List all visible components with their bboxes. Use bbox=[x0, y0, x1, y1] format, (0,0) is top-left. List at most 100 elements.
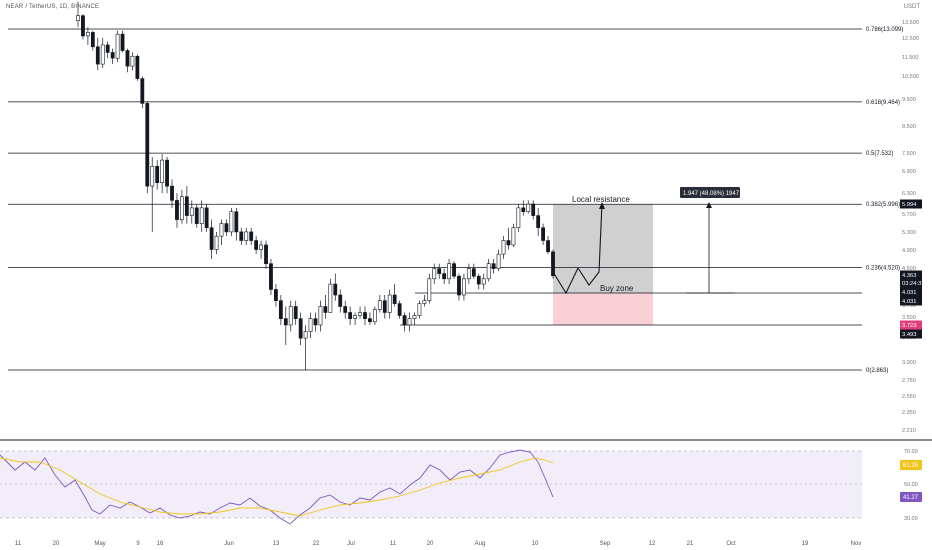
price-tag-bg bbox=[900, 296, 922, 306]
candle bbox=[293, 300, 298, 325]
candle bbox=[249, 227, 254, 245]
candle bbox=[303, 324, 308, 371]
candle bbox=[115, 30, 120, 63]
price-tick: 3.000 bbox=[902, 360, 916, 366]
measure-label-bg bbox=[680, 187, 740, 198]
time-tick: 11 bbox=[390, 541, 397, 547]
candle bbox=[442, 268, 447, 285]
candle bbox=[194, 204, 199, 228]
candle bbox=[288, 300, 293, 332]
rsi-sma-line bbox=[0, 457, 554, 517]
rsi-tick: 30.00 bbox=[904, 516, 918, 522]
price-tags: 5.994 4.363 03:24:37 4.031 4.031 3.723 3.493 bbox=[900, 199, 925, 339]
candle bbox=[180, 189, 184, 224]
candle bbox=[407, 312, 412, 332]
projection-path bbox=[552, 202, 605, 295]
price-tag: 3.723 bbox=[902, 323, 917, 329]
candle bbox=[496, 249, 501, 272]
candle bbox=[100, 37, 105, 69]
candle bbox=[259, 240, 263, 259]
candle bbox=[140, 76, 145, 109]
rsi-overbought-band bbox=[0, 451, 862, 518]
measure-label: 1.947 (48.08%) 1947 bbox=[683, 191, 740, 197]
candles bbox=[76, 1, 555, 371]
candle bbox=[328, 278, 333, 313]
price-tag-bg bbox=[900, 278, 922, 288]
candle bbox=[209, 219, 214, 259]
time-tick: 19 bbox=[802, 541, 809, 547]
fib-levels: 0.786(13.099) 0.618(9.464) 0.5(7.532) 0.382… bbox=[8, 27, 903, 374]
time-tick: 22 bbox=[313, 541, 320, 547]
candle bbox=[526, 200, 531, 214]
candle bbox=[382, 295, 387, 319]
candle bbox=[278, 295, 283, 325]
candle bbox=[224, 219, 229, 237]
price-tick: 11.500 bbox=[902, 55, 918, 61]
price-tag: 5.994 bbox=[902, 202, 917, 208]
candle bbox=[135, 54, 140, 81]
time-axis[interactable]: 11 20 May 9 16 Jun 13 22 Jul 11 20 Aug 10 Sep 12 21 Oct 1… bbox=[15, 541, 861, 547]
candle bbox=[427, 273, 432, 304]
target-zone bbox=[553, 204, 653, 293]
candle bbox=[452, 261, 456, 279]
price-tag: 03:24:37 bbox=[902, 281, 925, 287]
candle bbox=[318, 300, 323, 332]
candle bbox=[457, 273, 461, 301]
candle bbox=[184, 186, 189, 224]
price-tag: 4.031 bbox=[902, 290, 917, 296]
time-tick: Jul bbox=[347, 541, 355, 547]
candle bbox=[298, 312, 303, 346]
candle bbox=[155, 160, 160, 190]
candle bbox=[76, 1, 80, 28]
symbol-label: NEAR / TetherUS, 1D, BINANCE bbox=[6, 4, 100, 10]
candle bbox=[551, 249, 555, 279]
price-tick: 4.500 bbox=[902, 266, 916, 272]
price-tag-bg bbox=[900, 270, 922, 280]
candle bbox=[368, 312, 372, 325]
price-tick: 2.750 bbox=[902, 378, 916, 384]
price-tag-bg bbox=[900, 329, 922, 339]
time-tick: 16 bbox=[157, 541, 164, 547]
support-lines bbox=[400, 292, 862, 326]
price-tag: 4.363 bbox=[902, 273, 917, 279]
time-tick: 13 bbox=[273, 541, 280, 547]
price-tick: 8.500 bbox=[902, 124, 916, 130]
candle bbox=[323, 295, 328, 319]
candle bbox=[506, 227, 511, 250]
rsi-value-tag: 61.26 bbox=[903, 463, 919, 469]
buy-zone-label: Buy zone bbox=[600, 284, 634, 293]
price-tick: 6.300 bbox=[902, 191, 916, 197]
price-axis[interactable]: 13.500 12.500 11.500 10.500 9.500 8.500 7.500 6… bbox=[902, 20, 919, 434]
candle bbox=[214, 231, 219, 255]
price-tick: 10.500 bbox=[902, 74, 919, 80]
candle bbox=[120, 30, 125, 53]
candle bbox=[165, 157, 169, 194]
candle bbox=[432, 263, 437, 285]
candle bbox=[516, 204, 521, 232]
candle bbox=[90, 30, 95, 51]
candle bbox=[219, 219, 224, 245]
time-tick: Sep bbox=[600, 541, 611, 547]
currency-label: USDT bbox=[903, 4, 920, 10]
candle bbox=[358, 306, 362, 319]
candle bbox=[333, 273, 338, 301]
price-tag: 3.493 bbox=[902, 332, 917, 338]
candle bbox=[274, 284, 278, 307]
candle bbox=[422, 295, 427, 307]
candle bbox=[348, 306, 353, 325]
price-tick: 5.300 bbox=[902, 230, 916, 236]
candle bbox=[125, 48, 130, 73]
rsi-tick: 50.00 bbox=[904, 482, 918, 488]
candle bbox=[343, 300, 348, 319]
fib-label: 0.5(7.532) bbox=[866, 151, 893, 157]
price-tag-bg bbox=[900, 199, 922, 209]
price-tag-bg bbox=[900, 287, 922, 297]
candle bbox=[476, 273, 481, 290]
time-tick: Jun bbox=[224, 541, 234, 547]
time-tick: Aug bbox=[475, 541, 486, 547]
time-tick: 12 bbox=[649, 541, 656, 547]
candle bbox=[244, 227, 249, 245]
price-tick: 9.500 bbox=[902, 97, 916, 103]
